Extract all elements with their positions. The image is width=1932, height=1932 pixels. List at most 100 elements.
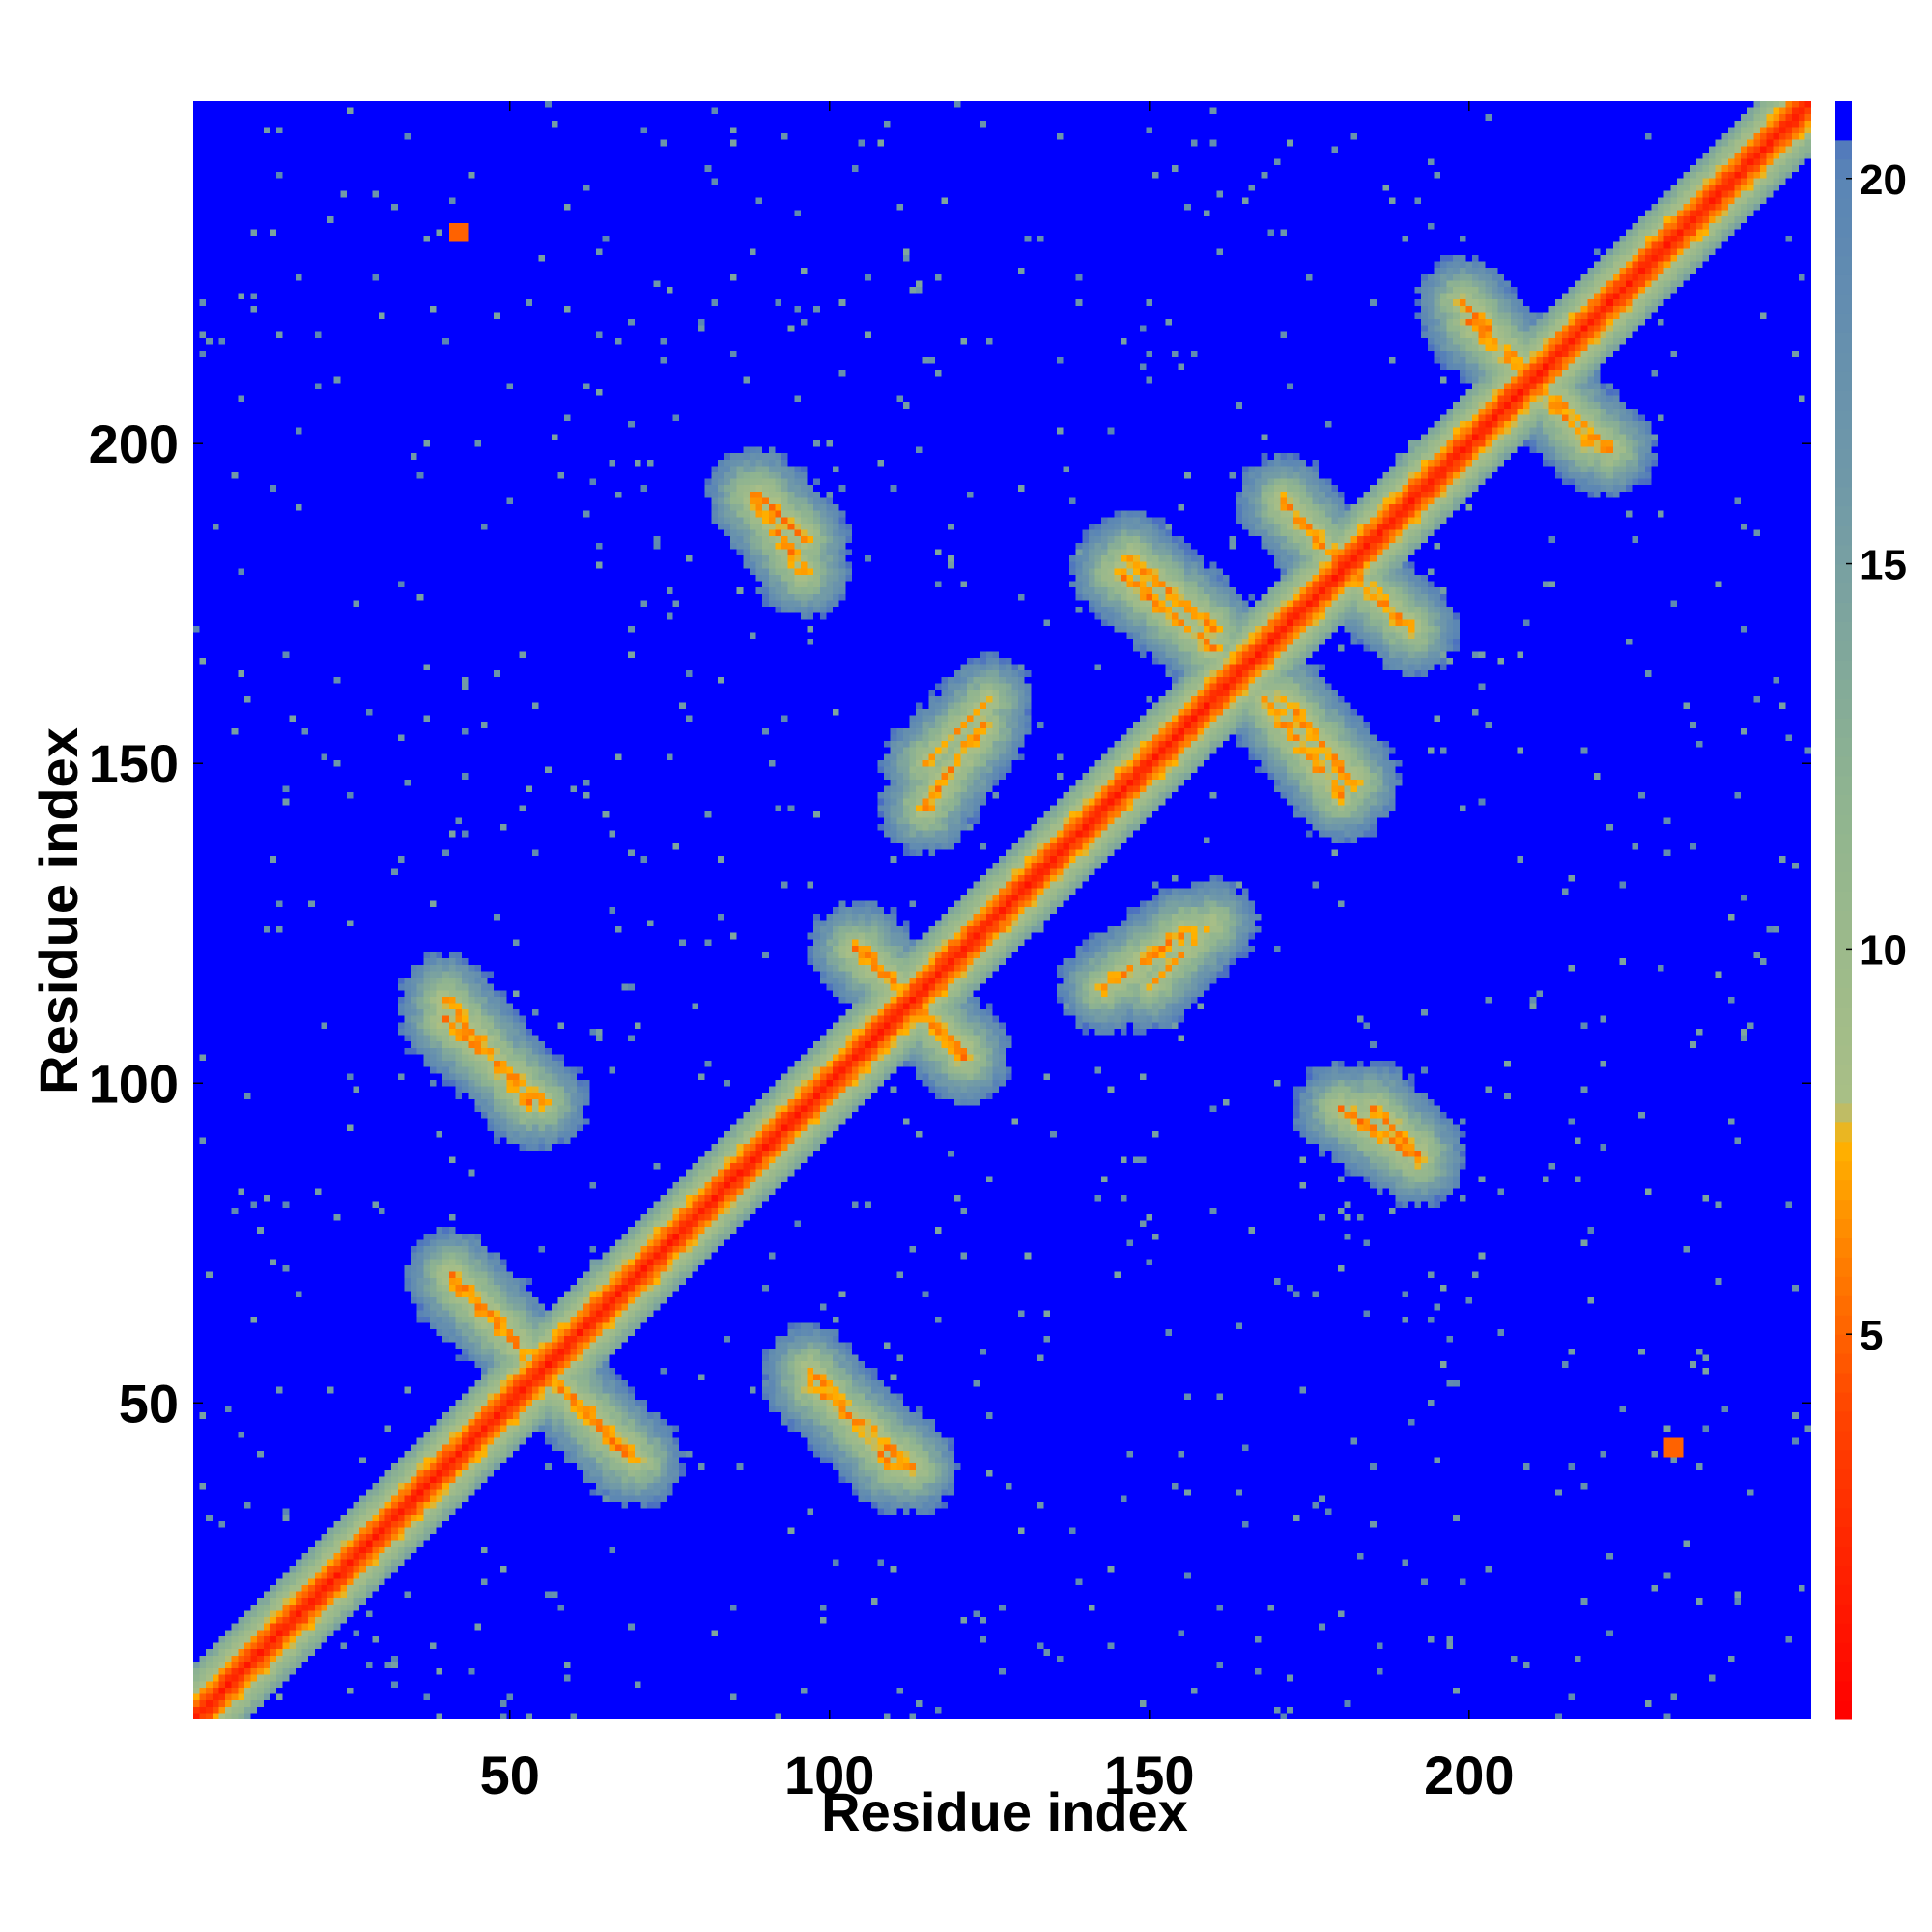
colorbar-band [1835, 1295, 1852, 1316]
colorbar-band [1835, 1488, 1852, 1509]
colorbar-band [1835, 833, 1852, 854]
colorbar-band [1835, 178, 1852, 199]
colorbar-band [1835, 236, 1852, 257]
y-tick-label: 50 [119, 1373, 179, 1434]
colorbar-band [1835, 255, 1852, 275]
colorbar-band [1835, 1179, 1852, 1201]
colorbar-band [1835, 1546, 1852, 1566]
colorbar-band [1835, 813, 1852, 835]
colorbar-band [1835, 120, 1852, 141]
colorbar-tick-label: 15 [1860, 542, 1907, 589]
colorbar-band [1835, 294, 1852, 314]
colorbar-band [1835, 1007, 1852, 1027]
colorbar-band [1835, 1662, 1852, 1682]
colorbar-band [1835, 910, 1852, 930]
colorbar-band [1835, 775, 1852, 796]
y-tick-marks [193, 442, 1811, 1405]
colorbar-band [1835, 139, 1852, 160]
colorbar-band [1835, 1218, 1852, 1238]
colorbar-band [1835, 1623, 1852, 1643]
colorbar-band [1835, 101, 1852, 122]
colorbar-ticks: 5 10 15 20 [1846, 156, 1907, 1359]
colorbar-band [1835, 410, 1852, 430]
colorbar-band [1835, 1681, 1852, 1701]
colorbar-band [1835, 544, 1852, 565]
colorbar-band [1835, 987, 1852, 1008]
colorbar-tick-label: 5 [1860, 1312, 1883, 1359]
colorbar: 5 10 15 20 [1835, 101, 1907, 1720]
colorbar-band [1835, 525, 1852, 546]
colorbar-band [1835, 1276, 1852, 1296]
colorbar-band [1835, 1065, 1852, 1085]
colorbar-band [1835, 1334, 1852, 1354]
colorbar-band [1835, 968, 1852, 988]
colorbar-band [1835, 274, 1852, 295]
colorbar-band [1835, 755, 1852, 777]
colorbar-band [1835, 1237, 1852, 1258]
colorbar-band [1835, 660, 1852, 680]
x-tick-label: 200 [1424, 1745, 1514, 1805]
colorbar-band [1835, 1122, 1852, 1143]
x-tick-label: 100 [784, 1745, 874, 1805]
colorbar-band [1835, 505, 1852, 526]
colorbar-band [1835, 1315, 1852, 1335]
colorbar-band [1835, 679, 1852, 699]
colorbar-tick-label: 10 [1860, 926, 1907, 974]
y-tick-label: 150 [89, 733, 179, 794]
colorbar-band [1835, 1507, 1852, 1528]
colorbar-band [1835, 1026, 1852, 1046]
colorbar-band [1835, 1373, 1852, 1393]
colorbar-band [1835, 1584, 1852, 1605]
x-tick-label: 50 [480, 1745, 540, 1805]
x-tick-labels: 50 100 150 200 [480, 1745, 1515, 1805]
colorbar-band [1835, 949, 1852, 969]
colorbar-band [1835, 1430, 1852, 1451]
colorbar-band [1835, 1257, 1852, 1277]
plot-area [193, 101, 1811, 1719]
x-axis-label: Residue index [821, 1781, 1188, 1842]
colorbar-band [1835, 1565, 1852, 1585]
colorbar-band [1835, 428, 1852, 449]
colorbar-band [1835, 1083, 1852, 1104]
colorbar-band [1835, 891, 1852, 911]
colorbar-band [1835, 794, 1852, 815]
colorbar-band [1835, 698, 1852, 719]
colorbar-band [1835, 352, 1852, 372]
y-tick-labels: 50 100 150 200 [89, 413, 179, 1434]
colorbar-band [1835, 1700, 1852, 1720]
colorbar-band [1835, 1468, 1852, 1490]
colorbar-band [1835, 1604, 1852, 1624]
colorbar-band [1835, 1160, 1852, 1181]
colorbar-band [1835, 871, 1852, 893]
x-tick-marks [508, 101, 1470, 1719]
colorbar-band [1835, 371, 1852, 391]
colorbar-band [1835, 1449, 1852, 1470]
colorbar-band [1835, 467, 1852, 488]
colorbar-band [1835, 447, 1852, 469]
colorbar-bands [1835, 101, 1852, 1720]
colorbar-band [1835, 563, 1852, 584]
colorbar-band [1835, 929, 1852, 950]
y-axis-label: Residue index [28, 727, 89, 1094]
colorbar-band [1835, 737, 1852, 757]
colorbar-band [1835, 1410, 1852, 1432]
heatmap-cells [193, 101, 1811, 1719]
colorbar-band [1835, 582, 1852, 603]
colorbar-band [1835, 1353, 1852, 1374]
colorbar-band [1835, 197, 1852, 218]
colorbar-band [1835, 1199, 1852, 1220]
x-tick-label: 150 [1104, 1745, 1194, 1805]
colorbar-band [1835, 1141, 1852, 1162]
colorbar-band [1835, 1102, 1852, 1123]
colorbar-band [1835, 1526, 1852, 1548]
colorbar-band [1835, 486, 1852, 507]
colorbar-band [1835, 216, 1852, 238]
colorbar-band [1835, 640, 1852, 661]
y-tick-label: 200 [89, 413, 179, 474]
colorbar-band [1835, 158, 1852, 180]
colorbar-band [1835, 332, 1852, 353]
colorbar-band [1835, 313, 1852, 333]
colorbar-band [1835, 1392, 1852, 1412]
colorbar-band [1835, 602, 1852, 622]
colorbar-band [1835, 621, 1852, 641]
